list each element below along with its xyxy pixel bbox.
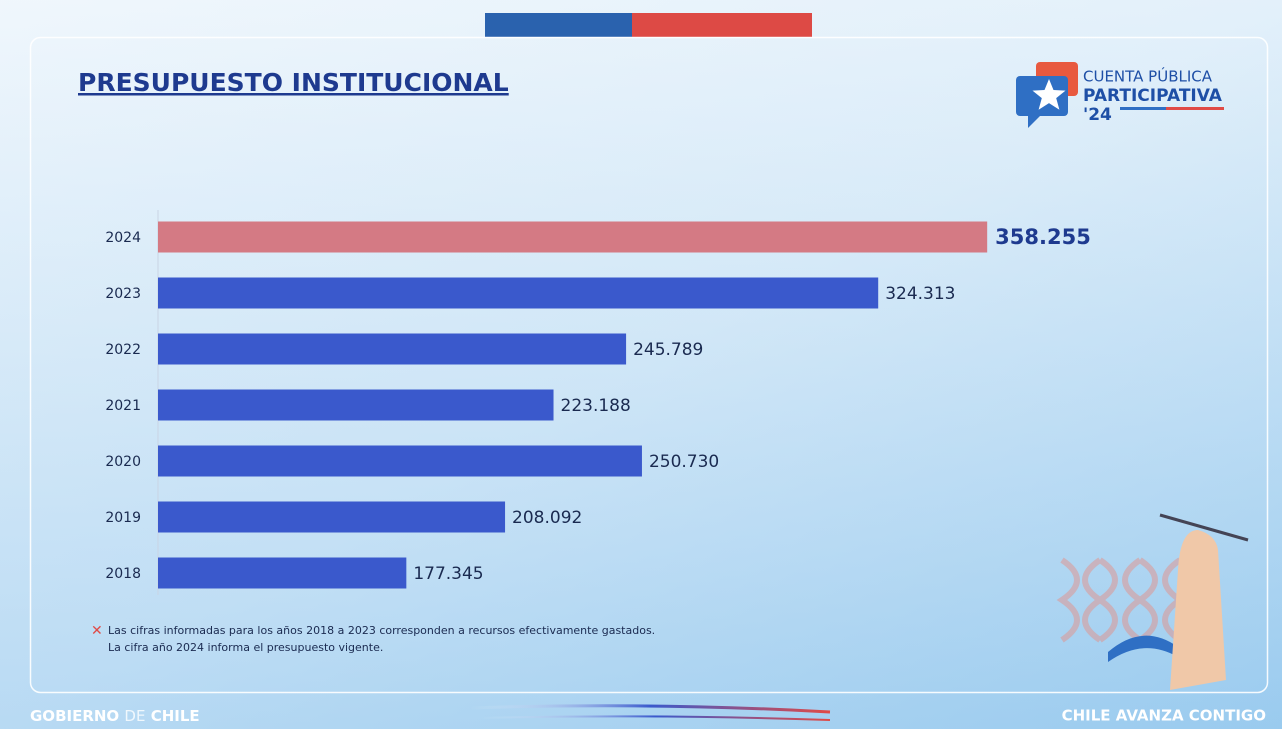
pen [1159, 513, 1249, 542]
bar [158, 333, 627, 365]
footnote-line: Las cifras informadas para los años 2018… [108, 624, 655, 637]
logo: CUENTA PÚBLICA PARTICIPATIVA '24 [1016, 62, 1224, 128]
logo-star [1032, 79, 1066, 110]
y-tick-label: 2019 [105, 510, 141, 526]
top-stripe-red [632, 13, 812, 37]
top-stripe-blue [485, 13, 632, 37]
chart-title: PRESUPUESTO INSTITUCIONAL [78, 68, 509, 97]
hand [1170, 530, 1226, 690]
value-label: 245.789 [633, 340, 703, 360]
footer-word: CHILE [151, 707, 200, 725]
value-label: 250.730 [649, 452, 719, 472]
footer-left: GOBIERNO DE CHILE [30, 707, 200, 725]
bar [158, 445, 642, 477]
value-label: 358.255 [995, 225, 1091, 249]
footnote-line: La cifra año 2024 informa el presupuesto… [108, 641, 383, 654]
footer-right: CHILE AVANZA CONTIGO [1062, 707, 1266, 725]
footnote-mark: ✕ [91, 623, 103, 639]
value-label: 223.188 [561, 396, 631, 416]
footer-swoosh [479, 715, 831, 721]
y-tick-label: 2020 [105, 454, 141, 470]
panel [29, 36, 1269, 694]
bar [158, 557, 407, 589]
value-label: 324.313 [885, 284, 955, 304]
bar [158, 221, 988, 253]
logo-tail [1028, 116, 1040, 128]
bar [158, 277, 879, 309]
bar [158, 389, 554, 421]
y-tick-label: 2024 [105, 230, 141, 246]
pattern [1056, 557, 1186, 643]
logo-line-2: PARTICIPATIVA [1083, 86, 1223, 106]
value-label: 208.092 [512, 508, 582, 528]
bar [158, 501, 506, 533]
y-tick-label: 2023 [105, 286, 141, 302]
logo-rule-red [1166, 107, 1224, 110]
logo-line-3: '24 [1083, 105, 1112, 125]
logo-rule-blue [1120, 107, 1166, 110]
footer-swoosh [469, 704, 831, 714]
y-tick-label: 2018 [105, 566, 141, 582]
value-label: 177.345 [413, 564, 483, 584]
logo-line-1: CUENTA PÚBLICA [1083, 67, 1213, 86]
decoration [1056, 557, 1186, 643]
y-tick-label: 2022 [105, 342, 141, 358]
footer-word: GOBIERNO [30, 707, 119, 725]
footer-word: DE [124, 707, 145, 725]
y-tick-label: 2021 [105, 398, 141, 414]
